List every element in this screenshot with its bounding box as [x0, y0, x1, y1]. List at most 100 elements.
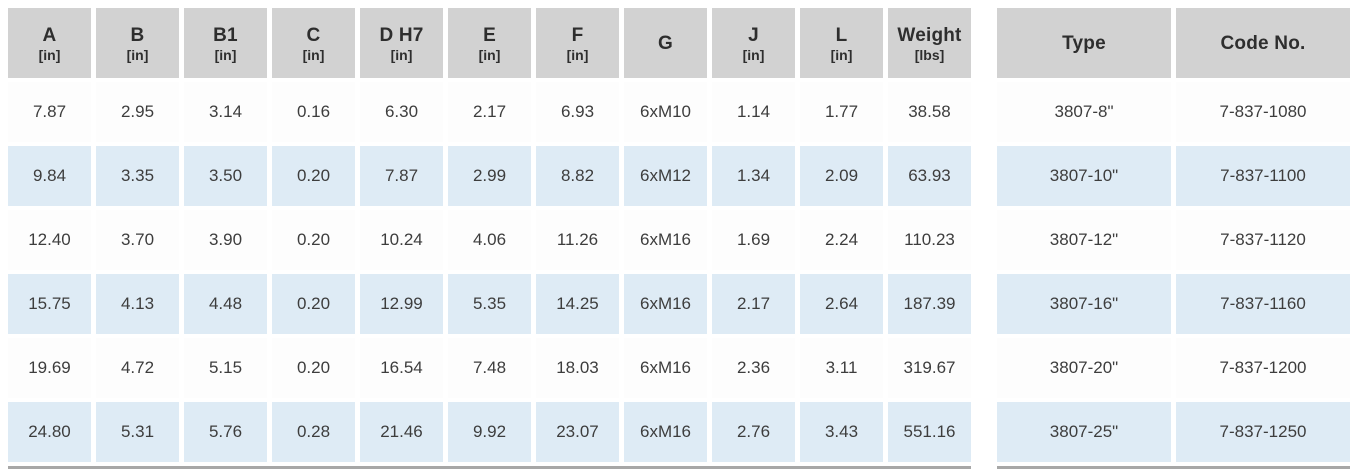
cell: 6xM16 [624, 274, 707, 334]
cell: 4.06 [448, 210, 531, 270]
cell: 1.34 [712, 146, 795, 206]
cell: 2.09 [800, 146, 883, 206]
column-header-label: F [571, 24, 584, 46]
cell: 7.87 [8, 82, 91, 142]
column-header-label: Code No. [1220, 32, 1306, 54]
table-bottom-border [997, 466, 1350, 469]
cell: 2.99 [448, 146, 531, 206]
cell: 24.80 [8, 402, 91, 462]
column-header-unit: [in] [302, 46, 325, 63]
column-header-unit: [in] [478, 46, 501, 63]
cell: 3.70 [96, 210, 179, 270]
column-header-a: A [in] [8, 8, 91, 78]
cell: 6.93 [536, 82, 619, 142]
cell: 7-837-1080 [1176, 82, 1350, 142]
column-header-unit: [in] [214, 46, 237, 63]
dimensions-table-header: A [in] B [in] B1 [in] C [in] D H7 [in] E [in] F [in] G… [8, 8, 971, 78]
cell: 7-837-1160 [1176, 274, 1350, 334]
cell: 3.43 [800, 402, 883, 462]
cell: 12.40 [8, 210, 91, 270]
column-header-label: D H7 [379, 24, 424, 46]
cell: 2.17 [712, 274, 795, 334]
cell: 0.28 [272, 402, 355, 462]
cell: 0.20 [272, 274, 355, 334]
cell: 63.93 [888, 146, 971, 206]
cell: 2.76 [712, 402, 795, 462]
column-header-c: C [in] [272, 8, 355, 78]
dimensions-table: A [in] B [in] B1 [in] C [in] D H7 [in] E [in] F [in] G… [3, 4, 976, 466]
cell: 3807-16" [997, 274, 1171, 334]
column-header-b1: B1 [in] [184, 8, 267, 78]
cell: 6xM16 [624, 402, 707, 462]
column-header-d-h7: D H7 [in] [360, 8, 443, 78]
column-header-label: Weight [897, 24, 962, 46]
cell: 38.58 [888, 82, 971, 142]
column-header-label: B1 [213, 24, 238, 46]
cell: 5.31 [96, 402, 179, 462]
cell: 16.54 [360, 338, 443, 398]
table-row: 15.75 4.13 4.48 0.20 12.99 5.35 14.25 6xM16 2.17… [8, 274, 971, 334]
cell: 3807-12" [997, 210, 1171, 270]
cell: 15.75 [8, 274, 91, 334]
table-row: 19.69 4.72 5.15 0.20 16.54 7.48 18.03 6xM16 2.36… [8, 338, 971, 398]
cell: 6xM10 [624, 82, 707, 142]
cell: 3807-8" [997, 82, 1171, 142]
cell: 2.95 [96, 82, 179, 142]
cell: 551.16 [888, 402, 971, 462]
cell: 6xM16 [624, 210, 707, 270]
cell: 3.14 [184, 82, 267, 142]
cell: 10.24 [360, 210, 443, 270]
column-header-type: Type [997, 8, 1171, 78]
cell: 14.25 [536, 274, 619, 334]
cell: 1.69 [712, 210, 795, 270]
column-header-f: F [in] [536, 8, 619, 78]
column-header-b: B [in] [96, 8, 179, 78]
cell: 3807-20" [997, 338, 1171, 398]
cell: 0.20 [272, 338, 355, 398]
column-header-label: A [42, 24, 57, 46]
column-header-unit: [in] [390, 46, 413, 63]
cell: 5.35 [448, 274, 531, 334]
column-header-weight: Weight [lbs] [888, 8, 971, 78]
cell: 1.14 [712, 82, 795, 142]
cell: 4.13 [96, 274, 179, 334]
column-header-label: G [658, 32, 673, 54]
cell: 3.11 [800, 338, 883, 398]
cell: 7.48 [448, 338, 531, 398]
column-header-unit: [lbs] [914, 46, 945, 63]
table-row: 3807-16" 7-837-1160 [997, 274, 1350, 334]
cell: 18.03 [536, 338, 619, 398]
column-header-unit: [in] [830, 46, 853, 63]
column-header-g: G [624, 8, 707, 78]
cell: 3.90 [184, 210, 267, 270]
cell: 4.72 [96, 338, 179, 398]
header-row: A [in] B [in] B1 [in] C [in] D H7 [in] E [in] F [in] G… [8, 8, 971, 78]
cell: 9.84 [8, 146, 91, 206]
cell: 7.87 [360, 146, 443, 206]
column-header-e: E [in] [448, 8, 531, 78]
table-row: 7.87 2.95 3.14 0.16 6.30 2.17 6.93 6xM10 1.14 1.7… [8, 82, 971, 142]
cell: 110.23 [888, 210, 971, 270]
table-row: 3807-12" 7-837-1120 [997, 210, 1350, 270]
ordering-table-body: 3807-8" 7-837-1080 3807-10" 7-837-1100 3807-… [997, 82, 1350, 462]
column-header-unit: [in] [742, 46, 765, 63]
cell: 7-837-1200 [1176, 338, 1350, 398]
cell: 319.67 [888, 338, 971, 398]
cell: 3807-10" [997, 146, 1171, 206]
table-bottom-border [8, 466, 971, 469]
column-header-unit: [in] [38, 46, 61, 63]
cell: 8.82 [536, 146, 619, 206]
cell: 5.76 [184, 402, 267, 462]
column-header-l: L [in] [800, 8, 883, 78]
column-header-unit: [in] [566, 46, 589, 63]
column-header-code-no: Code No. [1176, 8, 1350, 78]
cell: 3.50 [184, 146, 267, 206]
table-row: 3807-20" 7-837-1200 [997, 338, 1350, 398]
cell: 7-837-1100 [1176, 146, 1350, 206]
cell: 21.46 [360, 402, 443, 462]
dimensions-table-container: A [in] B [in] B1 [in] C [in] D H7 [in] E [in] F [in] G… [3, 4, 976, 469]
table-row: 12.40 3.70 3.90 0.20 10.24 4.06 11.26 6xM16 1.69… [8, 210, 971, 270]
cell: 2.24 [800, 210, 883, 270]
table-row: 24.80 5.31 5.76 0.28 21.46 9.92 23.07 6xM16 2.76… [8, 402, 971, 462]
